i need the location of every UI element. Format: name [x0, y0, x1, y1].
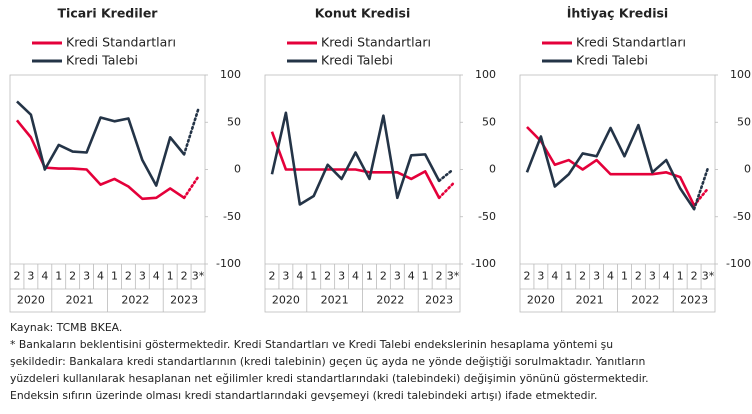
note-line: * Bankaların beklentisini göstermektedir… [10, 338, 613, 351]
x-tick-label: 4 [352, 270, 359, 283]
x-tick-label: 1 [422, 270, 429, 283]
y-tick-label: -100 [471, 257, 496, 270]
x-tick-label: 4 [153, 270, 160, 283]
x-group-label: 2021 [66, 294, 94, 307]
chart-title: Konut Kredisi [315, 6, 410, 21]
x-tick-label: 4 [551, 270, 558, 283]
x-tick-label: 2 [268, 270, 275, 283]
x-group-label: 2021 [321, 294, 349, 307]
x-tick-label: 4 [296, 270, 303, 283]
y-tick-label: 0 [489, 163, 496, 176]
x-tick-label: 1 [310, 270, 317, 283]
x-tick-label: 4 [97, 270, 104, 283]
x-tick-label: 3 [394, 270, 401, 283]
y-tick-label: -100 [216, 257, 241, 270]
legend-label: Kredi Standartları [66, 35, 176, 50]
x-tick-label: 4 [607, 270, 614, 283]
series-line-expected [437, 182, 455, 200]
series-line [270, 131, 441, 199]
x-tick-label: 2 [125, 270, 132, 283]
x-group-label: 2021 [576, 294, 604, 307]
series-line-expected [692, 166, 710, 211]
x-tick-label: 3* [447, 270, 460, 283]
y-tick-label: 100 [220, 68, 241, 81]
x-tick-label: 2 [181, 270, 188, 283]
chart-title: İhtiyaç Kredisi [567, 6, 668, 21]
legend-label: Kredi Standartları [321, 35, 431, 50]
x-group-label: 2020 [527, 294, 555, 307]
x-tick-label: 1 [565, 270, 572, 283]
y-tick-label: 50 [482, 115, 496, 128]
note-line: yüzdeleri kullanılarak hesaplanan net eğ… [10, 372, 649, 385]
x-tick-label: 3 [139, 270, 146, 283]
chart-title: Ticari Krediler [58, 6, 159, 21]
x-tick-label: 2 [691, 270, 698, 283]
x-tick-label: 2 [523, 270, 530, 283]
x-tick-label: 3 [282, 270, 289, 283]
legend-label: Kredi Talebi [66, 53, 138, 68]
x-tick-label: 4 [663, 270, 670, 283]
y-tick-label: -100 [726, 257, 751, 270]
series-line [16, 100, 186, 187]
x-tick-label: 3 [27, 270, 34, 283]
y-tick-label: -50 [478, 210, 496, 223]
y-tick-label: 50 [737, 115, 751, 128]
y-tick-label: 100 [475, 68, 496, 81]
x-tick-label: 3* [702, 270, 715, 283]
x-tick-label: 3 [83, 270, 90, 283]
x-tick-label: 1 [55, 270, 62, 283]
legend-label: Kredi Talebi [321, 53, 393, 68]
note-line: Endeksin sıfırın üzerinde olması kredi s… [10, 389, 597, 402]
x-tick-label: 3 [338, 270, 345, 283]
y-tick-label: 0 [234, 163, 241, 176]
x-group-label: 2020 [17, 294, 45, 307]
x-tick-label: 2 [324, 270, 331, 283]
x-tick-label: 3* [192, 270, 205, 283]
x-tick-label: 2 [380, 270, 387, 283]
x-group-label: 2023 [425, 294, 453, 307]
x-group-label: 2022 [121, 294, 149, 307]
series-line-expected [182, 175, 200, 200]
series-line [525, 123, 696, 210]
x-tick-label: 3 [649, 270, 656, 283]
series-line-expected [182, 108, 200, 156]
legend-label: Kredi Standartları [576, 35, 686, 50]
series-line [270, 111, 441, 206]
x-tick-label: 3 [593, 270, 600, 283]
source: Kaynak: TCMB BKEA. [10, 321, 122, 334]
y-tick-label: -50 [733, 210, 751, 223]
y-tick-label: 100 [730, 68, 751, 81]
x-tick-label: 2 [635, 270, 642, 283]
x-tick-label: 1 [621, 270, 628, 283]
x-group-label: 2020 [272, 294, 300, 307]
x-tick-label: 1 [167, 270, 174, 283]
y-tick-label: -50 [223, 210, 241, 223]
x-group-label: 2022 [376, 294, 404, 307]
x-tick-label: 1 [366, 270, 373, 283]
x-group-label: 2023 [170, 294, 198, 307]
x-tick-label: 1 [111, 270, 118, 283]
x-tick-label: 2 [579, 270, 586, 283]
x-tick-label: 2 [69, 270, 76, 283]
y-tick-label: 0 [744, 163, 751, 176]
x-group-label: 2023 [680, 294, 708, 307]
series-line [526, 126, 696, 206]
x-group-label: 2022 [631, 294, 659, 307]
x-tick-label: 1 [677, 270, 684, 283]
note-line: şekildedir: Bankalara kredi standartları… [10, 355, 645, 368]
legend-label: Kredi Talebi [576, 53, 648, 68]
x-tick-label: 4 [41, 270, 48, 283]
x-tick-label: 2 [436, 270, 443, 283]
x-tick-label: 2 [13, 270, 20, 283]
x-tick-label: 4 [408, 270, 415, 283]
series-line-expected [437, 168, 455, 183]
x-tick-label: 3 [537, 270, 544, 283]
y-tick-label: 50 [227, 115, 241, 128]
